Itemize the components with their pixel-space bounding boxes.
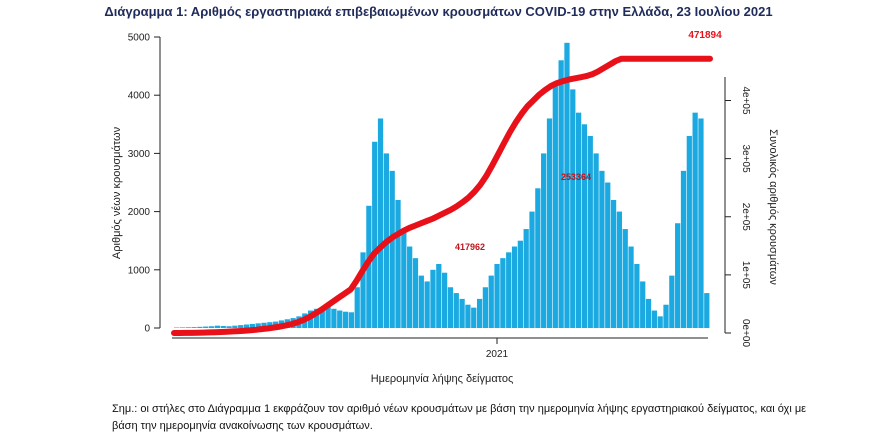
daily-cases-bar <box>395 200 400 328</box>
daily-cases-bar <box>593 153 598 328</box>
daily-cases-bar <box>640 281 645 328</box>
left-y-tick-label: 2000 <box>128 207 151 218</box>
daily-cases-bar <box>191 327 196 328</box>
x-axis-title: Ημερομηνία λήψης δείγματος <box>371 373 514 385</box>
daily-cases-bar <box>425 281 430 328</box>
daily-cases-bar <box>442 273 447 328</box>
daily-cases-bar <box>226 326 231 328</box>
y2-axis-title: Συνολικός αριθμός κρουσμάτων <box>767 129 779 285</box>
x-tick-label-2021: 2021 <box>486 349 509 360</box>
daily-cases-bar <box>559 60 564 328</box>
daily-cases-bar <box>617 212 622 328</box>
daily-cases-bar <box>390 171 395 328</box>
daily-cases-bar <box>459 299 464 328</box>
left-y-tick-label: 3000 <box>128 149 151 160</box>
daily-cases-bar <box>576 113 581 328</box>
daily-cases-bar <box>349 312 354 328</box>
daily-cases-bar <box>343 312 348 328</box>
daily-cases-bar <box>675 223 680 328</box>
left-y-axis-ticks: 0 1000 2000 3000 4000 5000 <box>128 33 160 335</box>
left-y-tick-label: 4000 <box>128 91 151 102</box>
daily-cases-bars <box>174 43 709 328</box>
daily-cases-bar <box>477 299 482 328</box>
daily-cases-bar <box>547 118 552 328</box>
right-y-axis-ticks: 0e+00 1e+05 2e+05 3e+05 4e+05 <box>725 86 751 347</box>
daily-cases-bar <box>611 200 616 328</box>
daily-cases-bar <box>448 287 453 328</box>
daily-cases-bar <box>698 118 703 328</box>
left-y-tick-label: 5000 <box>128 33 151 44</box>
daily-cases-bar <box>337 311 342 328</box>
daily-cases-bar <box>623 229 628 328</box>
daily-cases-bar <box>570 89 575 328</box>
daily-cases-bar <box>628 247 633 328</box>
daily-cases-bar <box>197 327 202 328</box>
daily-cases-bar <box>582 124 587 328</box>
daily-cases-bar <box>372 142 377 328</box>
daily-cases-bar <box>215 326 220 328</box>
covid-cases-chart: 0 1000 2000 3000 4000 5000 0e+00 1e+05 2e+05 3e+… <box>0 22 877 394</box>
daily-cases-bar <box>430 270 435 328</box>
daily-cases-bar <box>378 118 383 328</box>
right-y-tick-label: 4e+05 <box>740 86 751 115</box>
daily-cases-bar <box>658 316 663 328</box>
daily-cases-bar <box>483 287 488 328</box>
y-axis-title: Αριθμός νέων κρουσμάτων <box>111 126 123 259</box>
daily-cases-bar <box>436 264 441 328</box>
daily-cases-bar <box>465 305 470 328</box>
daily-cases-bar <box>541 153 546 328</box>
daily-cases-bar <box>238 325 243 328</box>
daily-cases-bar <box>599 171 604 328</box>
daily-cases-bar <box>407 247 412 328</box>
daily-cases-bar <box>186 327 191 328</box>
daily-cases-bar <box>669 276 674 328</box>
daily-cases-bar <box>518 241 523 328</box>
daily-cases-bar <box>663 305 668 328</box>
daily-cases-bar <box>652 311 657 328</box>
footnote: Σημ.: οι στήλες στο Διάγραμμα 1 εκφράζου… <box>112 401 832 435</box>
daily-cases-bar <box>553 84 558 328</box>
daily-cases-bar <box>646 299 651 328</box>
daily-cases-bar <box>704 293 709 328</box>
daily-cases-bar <box>355 287 360 328</box>
annotation-late: 253364 <box>561 172 591 182</box>
daily-cases-bar <box>564 43 569 328</box>
right-y-tick-label: 1e+05 <box>740 261 751 290</box>
daily-cases-bar <box>588 136 593 328</box>
daily-cases-bar <box>454 293 459 328</box>
daily-cases-bar <box>221 326 226 328</box>
daily-cases-bar <box>331 309 336 328</box>
daily-cases-bar <box>605 183 610 329</box>
right-y-tick-label: 3e+05 <box>740 145 751 174</box>
right-y-tick-label: 2e+05 <box>740 203 751 232</box>
daily-cases-bar <box>494 264 499 328</box>
daily-cases-bar <box>687 136 692 328</box>
daily-cases-bar <box>681 171 686 328</box>
daily-cases-bar <box>413 258 418 328</box>
daily-cases-bar <box>489 276 494 328</box>
daily-cases-bar <box>535 188 540 328</box>
daily-cases-bar <box>506 252 511 328</box>
daily-cases-bar <box>529 212 534 328</box>
daily-cases-bar <box>401 229 406 328</box>
daily-cases-bar <box>500 258 505 328</box>
daily-cases-bar <box>419 276 424 328</box>
daily-cases-bar <box>693 113 698 328</box>
annotation-mid: 417962 <box>455 242 485 252</box>
daily-cases-bar <box>634 264 639 328</box>
daily-cases-bar <box>325 307 330 328</box>
daily-cases-bar <box>512 247 517 328</box>
left-y-tick-label: 0 <box>144 324 150 335</box>
daily-cases-bar <box>203 327 208 328</box>
chart-title: Διάγραμμα 1: Αριθμός εργαστηριακά επιβεβ… <box>0 4 877 19</box>
daily-cases-bar <box>180 327 185 328</box>
daily-cases-bar <box>524 229 529 328</box>
annotation-total: 471894 <box>688 30 722 41</box>
daily-cases-bar <box>232 326 237 328</box>
left-y-tick-label: 1000 <box>128 265 151 276</box>
daily-cases-bar <box>209 326 214 328</box>
daily-cases-bar <box>471 308 476 328</box>
right-y-tick-label: 0e+00 <box>740 319 751 348</box>
